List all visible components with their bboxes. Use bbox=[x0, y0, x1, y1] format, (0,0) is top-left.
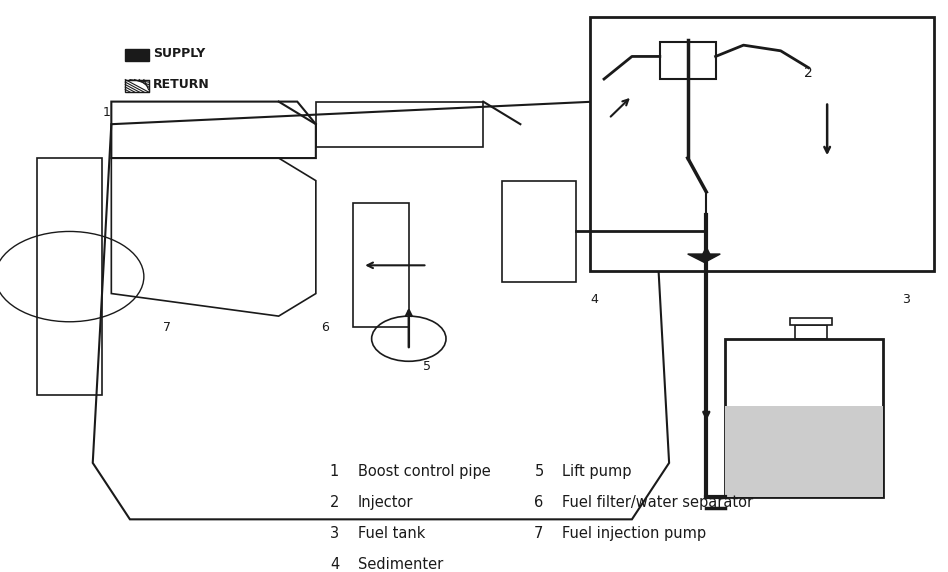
Text: 5: 5 bbox=[424, 360, 431, 374]
Text: Injector: Injector bbox=[357, 495, 413, 510]
Text: 4: 4 bbox=[330, 557, 339, 572]
Bar bbox=[125, 49, 149, 61]
Text: Lift pump: Lift pump bbox=[562, 464, 631, 479]
Polygon shape bbox=[687, 254, 720, 263]
Bar bbox=[725, 407, 883, 496]
Bar bbox=[316, 102, 483, 147]
Text: 2: 2 bbox=[330, 495, 339, 510]
Text: 2: 2 bbox=[804, 66, 813, 81]
Text: Fuel tank: Fuel tank bbox=[357, 526, 425, 541]
Bar bbox=[794, 324, 828, 339]
Bar bbox=[501, 181, 576, 282]
Text: 1: 1 bbox=[102, 106, 111, 120]
Text: 6: 6 bbox=[321, 321, 329, 334]
Bar bbox=[37, 158, 102, 395]
Text: Sedimenter: Sedimenter bbox=[357, 557, 443, 572]
Text: SUPPLY: SUPPLY bbox=[154, 47, 206, 60]
Text: 7: 7 bbox=[163, 321, 171, 334]
Text: Fuel injection pump: Fuel injection pump bbox=[562, 526, 706, 541]
Text: 4: 4 bbox=[591, 293, 599, 305]
Text: Boost control pipe: Boost control pipe bbox=[357, 464, 490, 479]
Text: 7: 7 bbox=[535, 526, 543, 541]
Text: 3: 3 bbox=[902, 293, 910, 305]
Text: Fuel filter/water separator: Fuel filter/water separator bbox=[562, 495, 754, 510]
Bar bbox=[590, 17, 934, 271]
Text: 5: 5 bbox=[535, 464, 543, 479]
Bar bbox=[725, 339, 883, 496]
Text: 3: 3 bbox=[330, 526, 339, 541]
Text: 6: 6 bbox=[535, 495, 543, 510]
Text: RETURN: RETURN bbox=[154, 78, 210, 91]
Bar bbox=[660, 42, 716, 79]
Text: 1: 1 bbox=[330, 464, 339, 479]
Bar bbox=[125, 80, 149, 92]
Bar bbox=[790, 318, 831, 324]
Bar bbox=[353, 203, 409, 327]
